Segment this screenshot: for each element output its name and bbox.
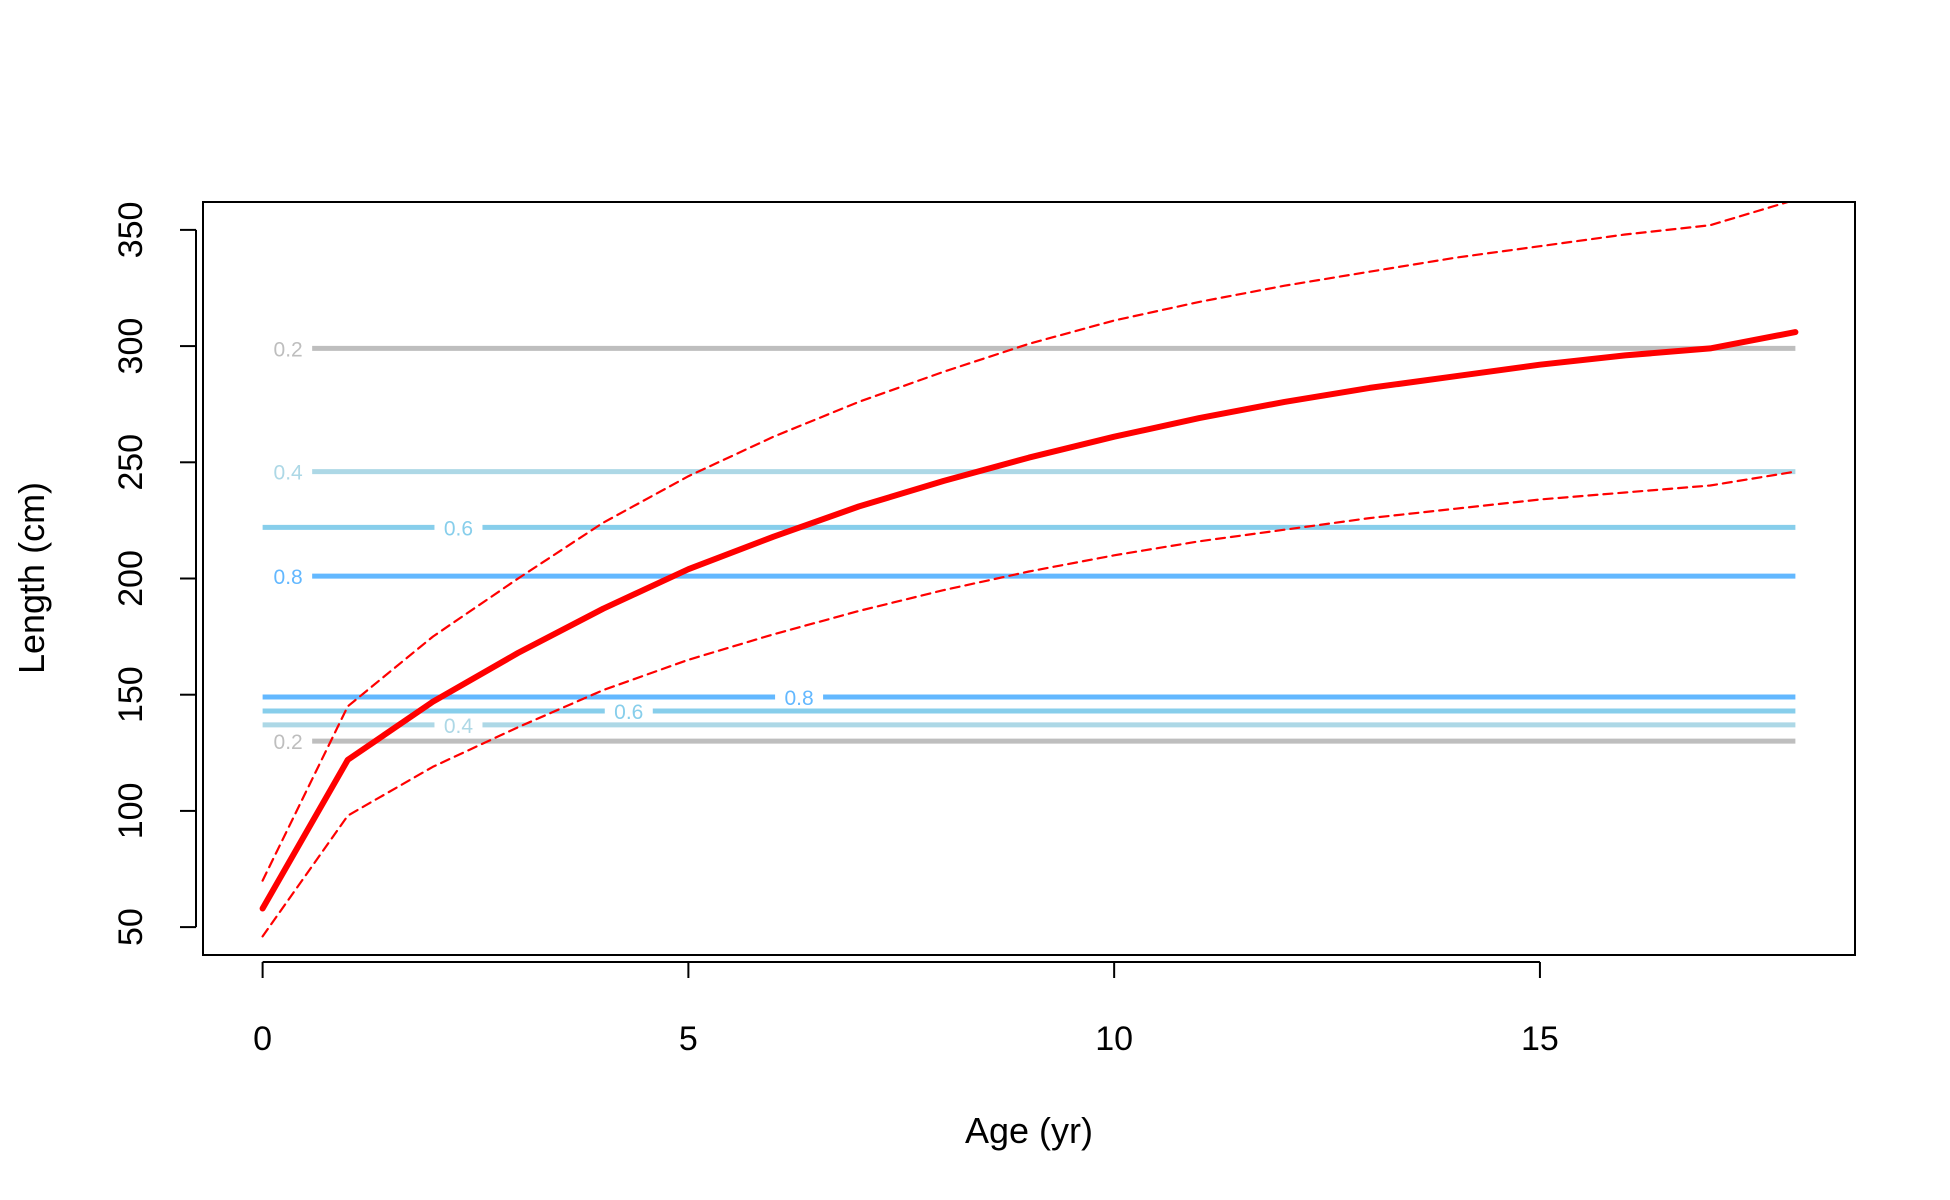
y-tick-label-350: 350 [112,202,150,259]
contour-label-2: 0.6 [444,517,473,540]
x-axis: 0 5 10 15 [253,961,1559,1058]
x-tick-label-5: 5 [679,1020,698,1058]
contour-label-7: 0.2 [274,731,303,754]
contour-lines: 0.2 0.4 0.6 0.8 0.8 0.6 0.4 0.2 [262,338,1796,754]
x-axis-title: Age (yr) [965,1110,1093,1151]
contour-label-4: 0.8 [784,687,813,710]
x-tick-label-10: 10 [1095,1020,1133,1058]
y-tick-label-300: 300 [112,318,150,375]
y-axis: 50 100 150 200 250 300 350 [112,202,197,946]
y-tick-label-100: 100 [112,783,150,840]
contour-label-3: 0.8 [274,566,303,589]
mean-length-line [259,329,1799,912]
contour-label-6: 0.4 [444,715,474,738]
x-tick-label-15: 15 [1521,1020,1559,1058]
y-tick-label-150: 150 [112,666,150,723]
growth-curves [259,202,1799,938]
contour-label-0: 0.2 [274,338,303,361]
y-tick-label-50: 50 [112,908,150,946]
contour-label-5: 0.6 [614,701,643,724]
y-axis-title: Length (cm) [11,482,52,674]
ci-line-2 [261,470,1797,938]
y-tick-label-250: 250 [112,434,150,491]
plot-frame [202,201,1856,956]
ci-line-1 [261,202,1792,882]
x-tick-label-0: 0 [253,1020,272,1058]
contour-label-1: 0.4 [274,462,304,485]
y-tick-label-200: 200 [112,550,150,607]
